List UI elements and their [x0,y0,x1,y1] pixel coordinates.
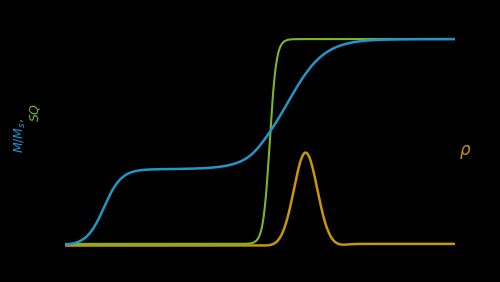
Text: $M/M_s$,: $M/M_s$, [12,118,28,153]
Text: $\rho$: $\rho$ [459,143,471,161]
Text: $SQ$: $SQ$ [28,103,42,122]
